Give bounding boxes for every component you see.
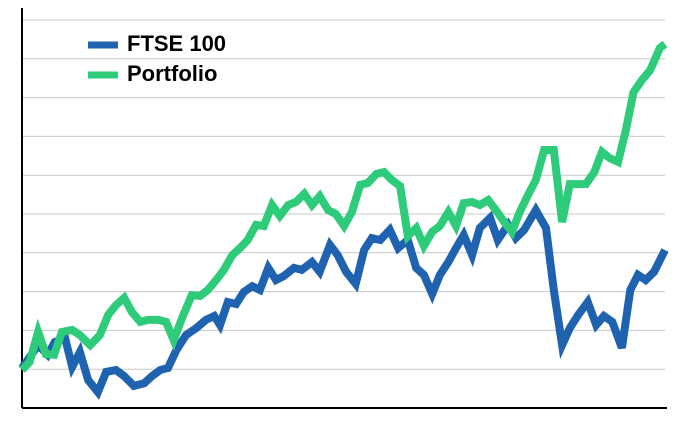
legend-label: FTSE 100 xyxy=(127,31,226,56)
series-line xyxy=(19,40,668,373)
legend-label: Portfolio xyxy=(127,61,217,86)
series-line xyxy=(18,202,669,400)
